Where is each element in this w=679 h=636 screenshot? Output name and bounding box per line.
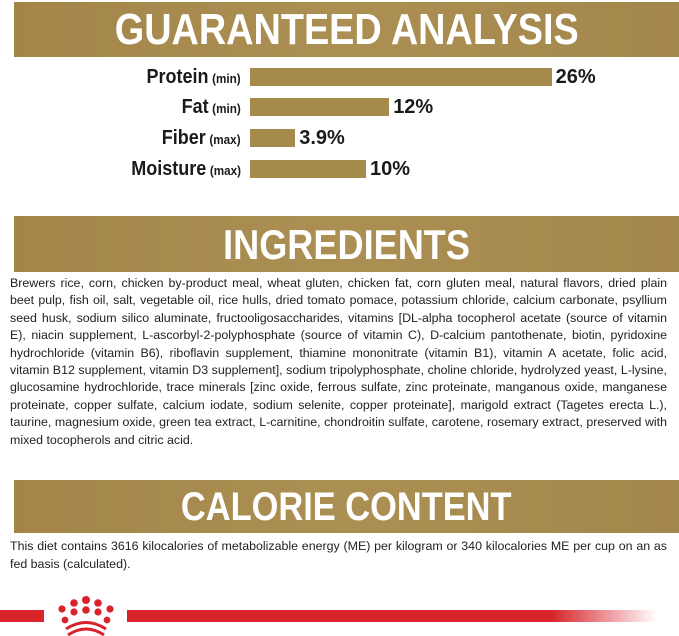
nutrient-bar [250, 129, 296, 147]
analysis-row-fat: Fat (min) 12% [0, 95, 679, 119]
calorie-content-text: This diet contains 3616 kilocalories of … [10, 539, 667, 571]
nutrient-value: 3.9% [299, 127, 345, 149]
nutrient-name: Fat [181, 96, 209, 118]
nutrient-label: Protein (min) [147, 65, 241, 91]
nutrient-qualifier: (min) [212, 71, 241, 86]
nutrient-label: Fiber (max) [162, 126, 241, 152]
nutrient-label: Fat (min) [182, 95, 241, 121]
calorie-content-header: CALORIE CONTENT [14, 480, 679, 533]
nutrient-bar [250, 68, 552, 86]
analysis-row-fiber: Fiber (max) 3.9% [0, 126, 679, 150]
nutrient-value: 26% [555, 66, 596, 88]
nutrient-qualifier: (max) [209, 163, 241, 178]
nutrient-label: Moisture (max) [131, 157, 241, 183]
royal-canin-logo-icon [0, 596, 657, 636]
nutrient-value: 12% [393, 96, 434, 118]
calorie-content-title: CALORIE CONTENT [181, 485, 512, 529]
nutrient-name: Protein [146, 66, 209, 88]
nutrient-qualifier: (min) [212, 101, 241, 116]
nutrient-bar [250, 160, 366, 178]
ingredients-header: INGREDIENTS [14, 216, 679, 272]
guaranteed-analysis-title: GUARANTEED ANALYSIS [114, 5, 579, 54]
analysis-row-moisture: Moisture (max) 10% [0, 157, 679, 181]
nutrient-name: Fiber [162, 127, 207, 149]
nutrient-qualifier: (max) [209, 132, 241, 147]
guaranteed-analysis-header: GUARANTEED ANALYSIS [14, 2, 679, 57]
nutrient-name: Moisture [131, 158, 207, 180]
ingredients-text: Brewers rice, corn, chicken by-product m… [10, 276, 667, 447]
analysis-row-protein: Protein (min) 26% [0, 65, 679, 89]
ingredients-title: INGREDIENTS [223, 221, 470, 268]
nutrient-value: 10% [370, 158, 411, 180]
nutrient-bar [250, 98, 390, 116]
